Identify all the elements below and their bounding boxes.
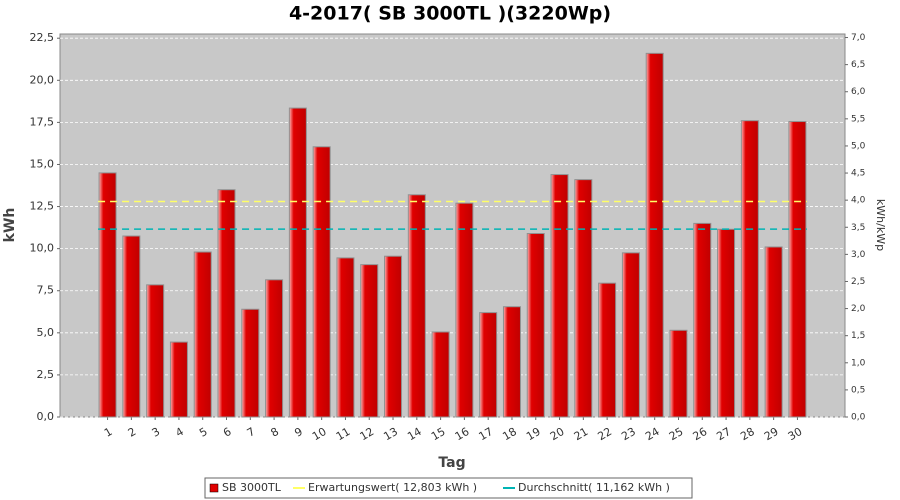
bar — [169, 341, 188, 418]
y-tick-label: 15,0 — [30, 157, 55, 170]
bar — [550, 174, 569, 418]
y2-tick-label: 4,0 — [851, 196, 866, 206]
y2-tick-label: 6,5 — [851, 60, 865, 70]
x-tick-label: 7 — [245, 425, 258, 440]
bar — [193, 251, 212, 418]
x-tick-label: 5 — [197, 425, 210, 440]
bar — [241, 308, 260, 418]
x-tick-label: 26 — [691, 425, 710, 443]
x-tick-label: 8 — [269, 425, 282, 440]
x-tick-label: 18 — [500, 425, 519, 443]
y-tick-label: 10,0 — [30, 242, 55, 255]
x-tick-label: 28 — [738, 425, 757, 443]
bar — [717, 228, 736, 418]
x-axis-title: Tag — [438, 455, 465, 471]
bar — [574, 179, 593, 418]
bar — [384, 255, 403, 418]
x-tick-label: 2 — [126, 425, 139, 440]
x-tick-label: 15 — [429, 425, 448, 443]
bar — [693, 222, 712, 418]
bar — [431, 331, 450, 418]
x-tick-label: 23 — [619, 425, 638, 443]
bar — [526, 232, 545, 418]
bar — [788, 121, 807, 418]
bar — [764, 246, 783, 418]
bar — [479, 312, 498, 418]
x-tick-label: 19 — [524, 425, 543, 443]
x-tick-label: 4 — [173, 425, 186, 440]
bar — [146, 284, 165, 418]
x-tick-label: 27 — [714, 425, 733, 443]
y-tick-label: 0,0 — [37, 410, 55, 423]
bar — [288, 107, 307, 418]
x-tick-label: 11 — [334, 425, 353, 443]
bar — [217, 189, 236, 418]
y-tick-label: 2,5 — [37, 368, 55, 381]
x-tick-label: 3 — [150, 425, 163, 440]
bar — [621, 252, 640, 418]
x-tick-label: 22 — [595, 425, 614, 443]
bar — [265, 279, 284, 418]
legend — [204, 477, 693, 499]
bar — [98, 172, 117, 418]
y2-tick-label: 0,5 — [851, 385, 865, 395]
x-tick-label: 9 — [292, 425, 305, 440]
x-tick-label: 6 — [221, 425, 234, 440]
bar — [360, 264, 379, 418]
y2-tick-label: 4,5 — [851, 169, 865, 179]
x-tick-label: 14 — [405, 425, 424, 443]
y2-tick-label: 7,0 — [851, 33, 866, 43]
x-tick-label: 12 — [358, 425, 377, 443]
bar — [312, 146, 331, 418]
y2-axis-title: kWh/kWp — [874, 199, 887, 251]
bar — [336, 257, 355, 418]
y2-tick-label: 3,5 — [851, 223, 865, 233]
x-tick-label: 13 — [381, 425, 400, 443]
x-tick-label: 10 — [310, 425, 329, 443]
bar — [502, 306, 521, 418]
legend-label: Erwartungswert( 12,803 kWh ) — [308, 481, 477, 494]
x-tick-label: 17 — [477, 425, 496, 443]
y-tick-label: 5,0 — [37, 326, 55, 339]
y-tick-label: 17,5 — [30, 115, 55, 128]
chart-title: 4-2017( SB 3000TL )(3220Wp) — [289, 3, 611, 25]
y2-tick-label: 2,0 — [851, 304, 866, 314]
x-tick-label: 30 — [786, 425, 805, 443]
bar — [598, 282, 617, 418]
bar — [740, 120, 759, 418]
bar — [455, 202, 474, 418]
y2-tick-label: 1,5 — [851, 331, 865, 341]
y2-tick-label: 6,0 — [851, 87, 866, 97]
plot-area — [59, 33, 846, 418]
x-tick-label: 24 — [643, 425, 662, 443]
y-tick-label: 12,5 — [30, 200, 55, 213]
x-tick-label: 21 — [572, 425, 591, 443]
y2-tick-label: 3,0 — [851, 250, 866, 260]
y2-tick-label: 5,5 — [851, 114, 865, 124]
x-tick-label: 29 — [762, 425, 781, 443]
y-tick-label: 20,0 — [30, 73, 55, 86]
x-tick-label: 1 — [102, 425, 115, 440]
legend-label: SB 3000TL — [222, 481, 282, 494]
x-tick-label: 25 — [667, 425, 686, 443]
y2-tick-label: 1,0 — [851, 358, 866, 368]
y-tick-label: 7,5 — [37, 284, 55, 297]
y2-tick-label: 5,0 — [851, 141, 866, 151]
x-tick-label: 16 — [453, 425, 472, 443]
y2-tick-label: 0,0 — [851, 413, 866, 423]
legend-swatch — [209, 483, 219, 493]
y-axis-title: kWh — [2, 208, 18, 243]
legend-label: Durchschnitt( 11,162 kWh ) — [518, 481, 670, 494]
y2-tick-label: 2,5 — [851, 277, 865, 287]
bar — [122, 235, 141, 418]
y-tick-label: 22,5 — [30, 31, 55, 44]
bar — [645, 52, 664, 418]
bar — [669, 329, 688, 418]
x-tick-label: 20 — [548, 425, 567, 443]
bar — [407, 194, 426, 418]
